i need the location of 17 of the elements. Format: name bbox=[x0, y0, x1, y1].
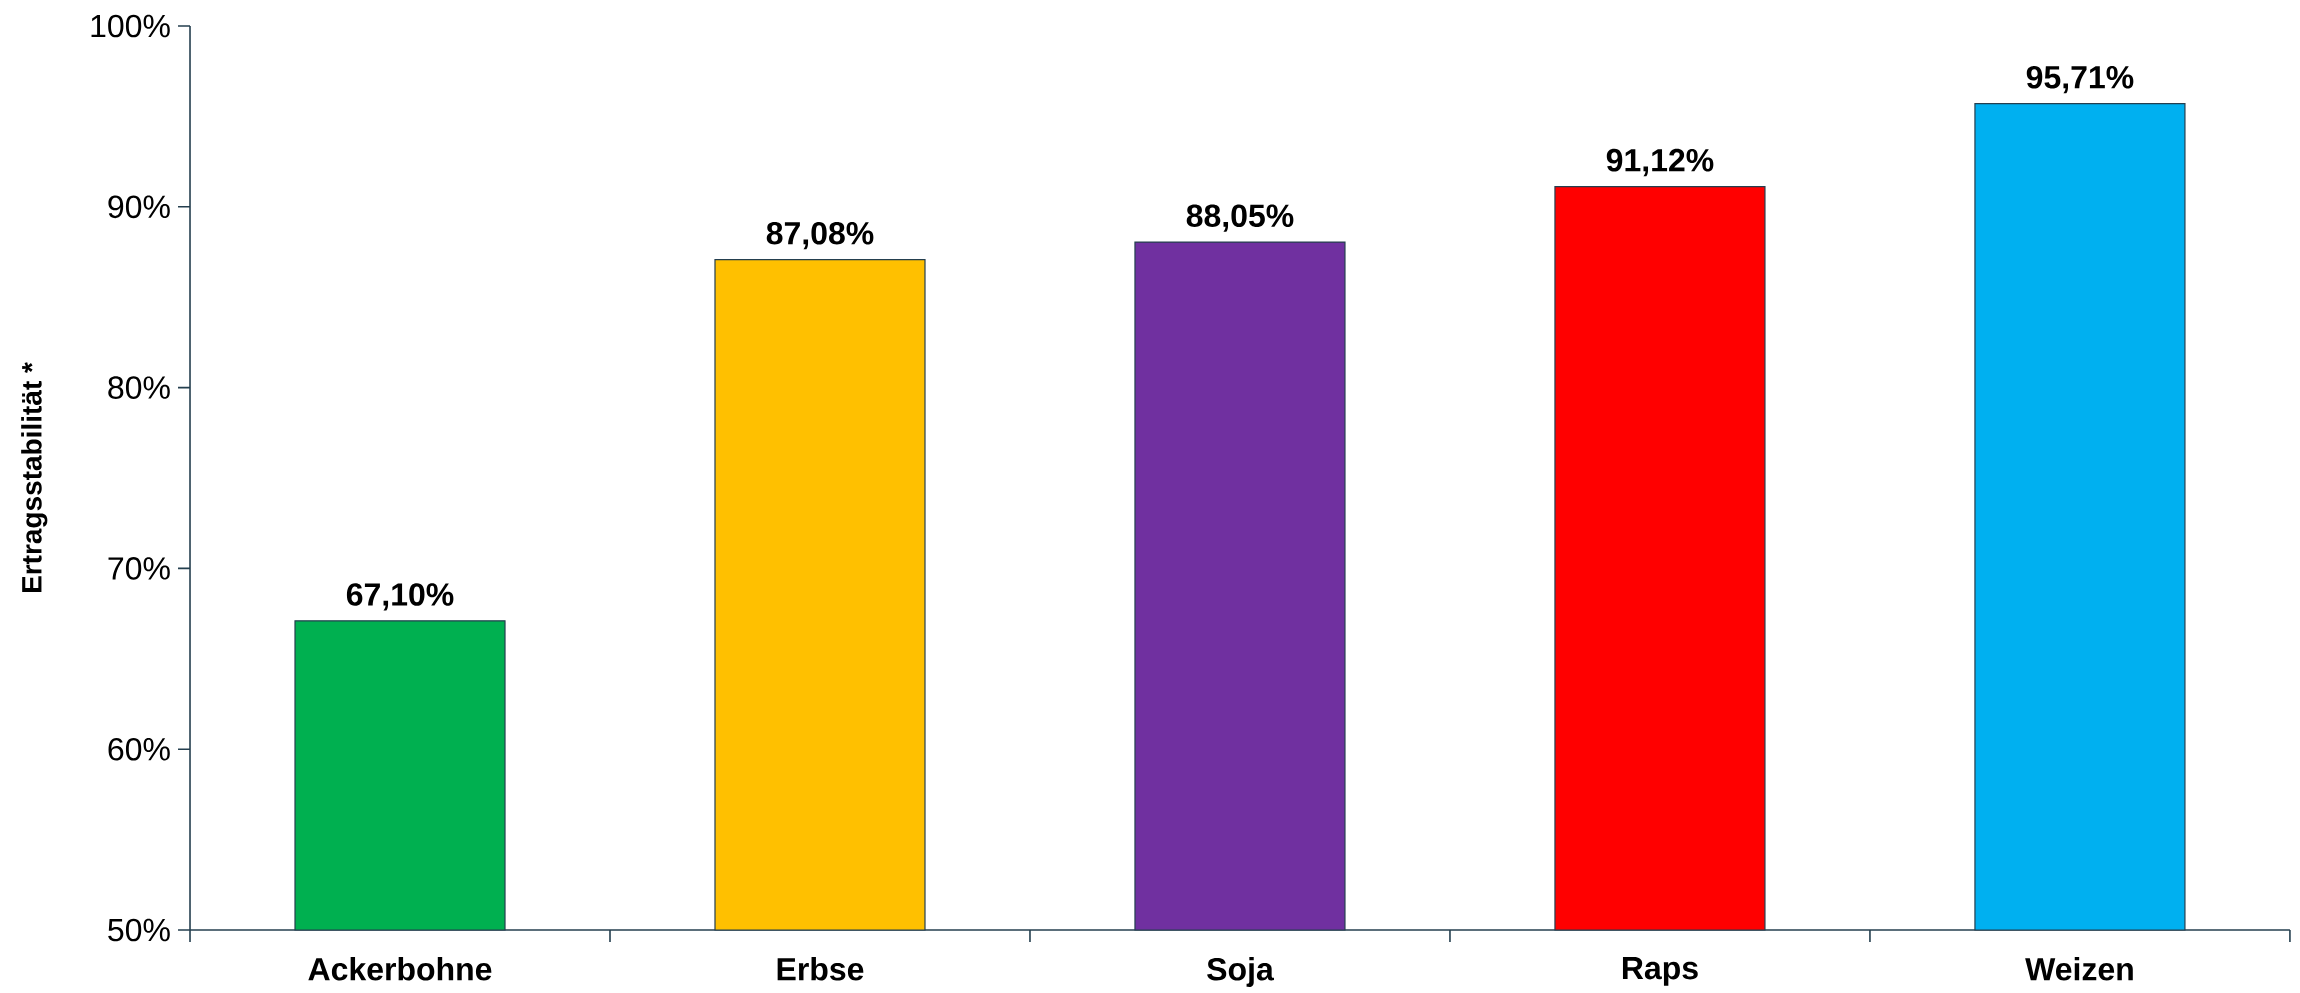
x-tick-label: Erbse bbox=[777, 957, 864, 981]
data-label: 87,08% bbox=[766, 221, 874, 250]
y-tick-label: 100% bbox=[91, 14, 170, 38]
data-label: 67,10% bbox=[346, 583, 454, 611]
x-tick-label: Weizen bbox=[2025, 957, 2133, 981]
y-tick-label: 60% bbox=[108, 737, 170, 761]
data-label: 95,71% bbox=[2026, 65, 2134, 94]
y-tick-label: 80% bbox=[108, 376, 170, 399]
data-label: 91,12% bbox=[1606, 148, 1714, 177]
x-tick-label: Raps bbox=[1622, 957, 1698, 986]
y-tick-label: 70% bbox=[108, 557, 170, 580]
x-tick-label: Ackerbohne bbox=[308, 957, 492, 981]
x-tick-label: Soja bbox=[1207, 957, 1274, 987]
y-axis-title: Ertragsstabilität * bbox=[21, 362, 48, 593]
y-tick-label: 90% bbox=[108, 195, 170, 219]
data-label: 88,05% bbox=[1186, 204, 1294, 232]
y-tick-label: 50% bbox=[108, 918, 170, 942]
